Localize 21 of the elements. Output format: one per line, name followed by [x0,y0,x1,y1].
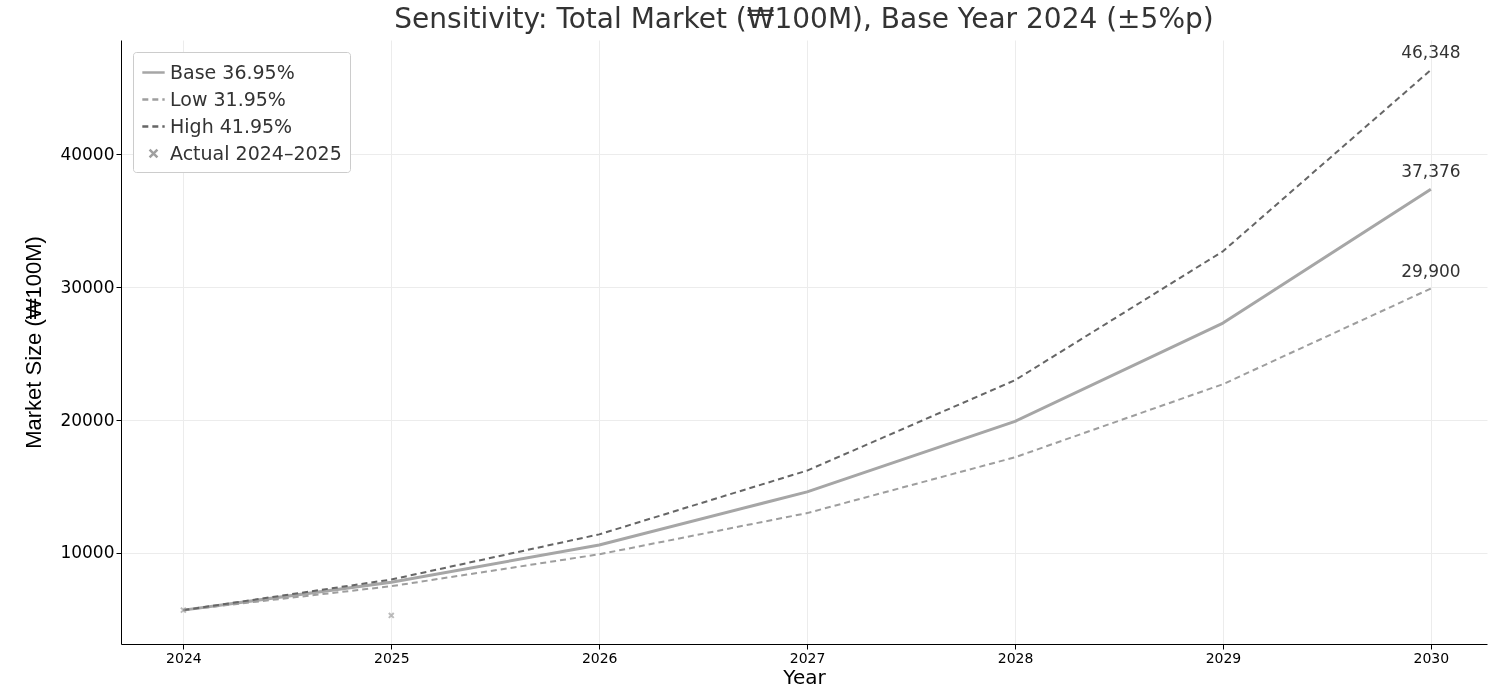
y-tick-label: 30000 [60,276,115,297]
x-tick-label: 2025 [373,649,410,666]
y-tick-label: 20000 [60,409,115,430]
data-label: 29,900 [1401,260,1461,281]
chart-title: Sensitivity: Total Market (₩100M), Base Year 2024 (±5%p) [394,2,1214,35]
x-tick-label: 2024 [166,649,202,666]
data-label: 46,348 [1401,41,1461,62]
x-axis-title: Year [782,664,827,685]
legend-label: High 41.95% [170,114,293,137]
x-tick-label: 2030 [1413,649,1450,666]
y-tick-label: 10000 [60,542,115,563]
legend-label: Low 31.95% [170,87,286,110]
y-axis-title: Market Size (₩100M) [21,236,47,449]
x-tick-label: 2029 [1205,649,1242,666]
x-tick-label: 2028 [997,649,1034,666]
y-tick-label: 40000 [60,143,115,164]
legend-label: Base 36.95% [170,60,295,83]
x-tick-label: 2026 [581,649,618,666]
x-tick-label: 2027 [789,649,826,666]
legend-label: Actual 2024–2025 [170,141,342,164]
data-label: 37,376 [1401,161,1461,182]
